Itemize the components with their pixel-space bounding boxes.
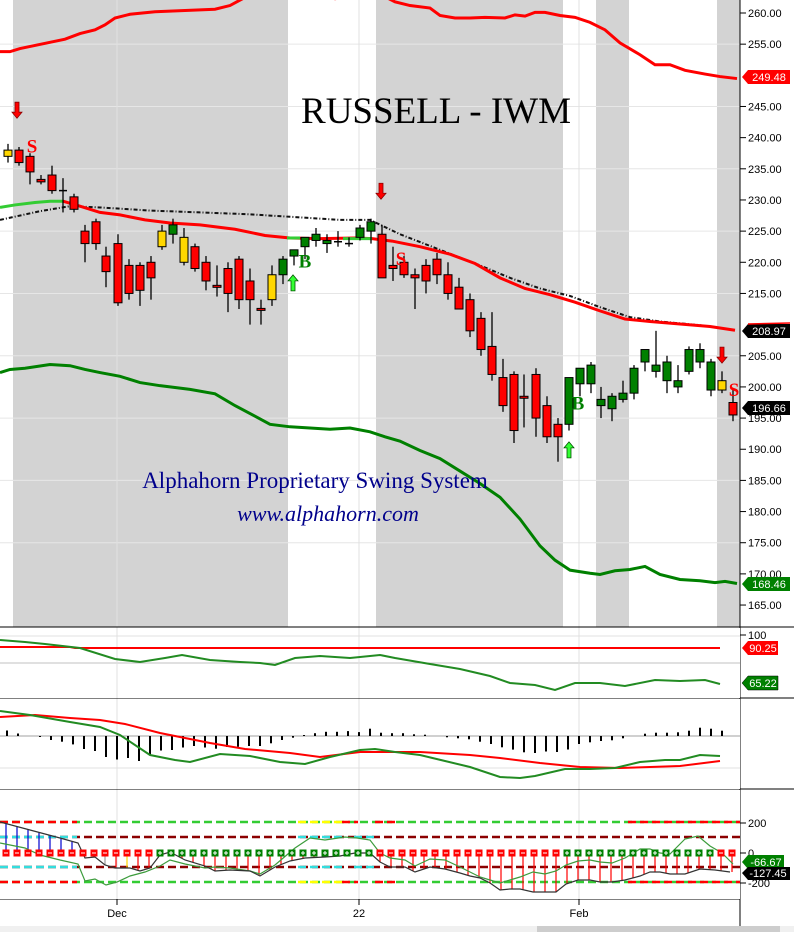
svg-text:220.00: 220.00 [748,257,782,269]
svg-text:B: B [572,394,585,415]
svg-text:240.00: 240.00 [748,133,782,145]
svg-text:200.00: 200.00 [748,382,782,394]
panel3-axis-minus200: -200 [748,878,770,890]
badge-upper-band: 249.48 [742,70,790,84]
svg-text:260.00: 260.00 [748,8,782,20]
svg-text:180.00: 180.00 [748,507,782,519]
badge-moving-average: 208.97 [742,322,791,338]
swing-signals: S B S B S [11,101,740,459]
candlesticks [3,143,738,462]
svg-text:S: S [396,249,407,270]
svg-text:195.00: 195.00 [748,413,782,425]
horizontal-scrollbar-track[interactable] [0,926,794,932]
svg-text:208.97: 208.97 [752,326,786,338]
svg-text:225.00: 225.00 [748,226,782,238]
badge-panel1-red: 90.25 [742,641,778,655]
svg-text:-66.67: -66.67 [750,857,781,869]
badge-panel1-green: 65.22 [741,675,779,691]
cci-panel [0,790,740,899]
svg-text:215.00: 215.00 [748,288,782,300]
x-label-feb: Feb [570,908,589,920]
watermark-line2: www.alphahorn.com [237,501,419,526]
svg-text:245.00: 245.00 [748,101,782,113]
weekend-shading [13,0,740,627]
svg-text:S: S [729,380,740,401]
svg-text:65.22: 65.22 [749,678,777,690]
panel1-axis-100: 100 [748,630,766,642]
badge-panel3-black: -127.45 [742,867,790,880]
svg-text:B: B [299,251,312,272]
chart-title: RUSSELL - IWM [301,91,571,132]
x-label-dec: Dec [107,908,127,920]
x-label-22: 22 [353,908,365,920]
badge-lower-band: 168.46 [742,577,790,591]
panel3-axis-200: 200 [748,818,766,830]
svg-text:205.00: 205.00 [748,351,782,363]
svg-text:235.00: 235.00 [748,164,782,176]
horizontal-scrollbar-thumb[interactable] [537,926,780,932]
svg-text:168.46: 168.46 [752,579,786,591]
x-axis: Dec 22 Feb [107,899,588,920]
badge-last-close: 196.66 [742,401,790,415]
svg-text:165.00: 165.00 [748,600,782,612]
moving-average-lines [0,199,736,332]
svg-text:185.00: 185.00 [748,475,782,487]
svg-text:175.00: 175.00 [748,538,782,550]
svg-text:230.00: 230.00 [748,195,782,207]
svg-text:190.00: 190.00 [748,444,782,456]
oscillator-panel-1 [0,628,740,698]
svg-text:-127.45: -127.45 [749,868,786,880]
svg-text:249.48: 249.48 [752,72,786,84]
svg-text:90.25: 90.25 [749,643,777,655]
svg-text:196.66: 196.66 [752,403,786,415]
panel3-axis-0: 0 [748,848,754,860]
badge-panel3-green: -66.67 [742,855,784,869]
macd-panel [0,699,740,789]
svg-text:S: S [27,137,38,158]
svg-text:255.00: 255.00 [748,39,782,51]
lower-bollinger-band [0,362,738,585]
upper-bollinger-band [0,0,738,81]
watermark-line1: Alphahorn Proprietary Swing System [142,468,488,493]
